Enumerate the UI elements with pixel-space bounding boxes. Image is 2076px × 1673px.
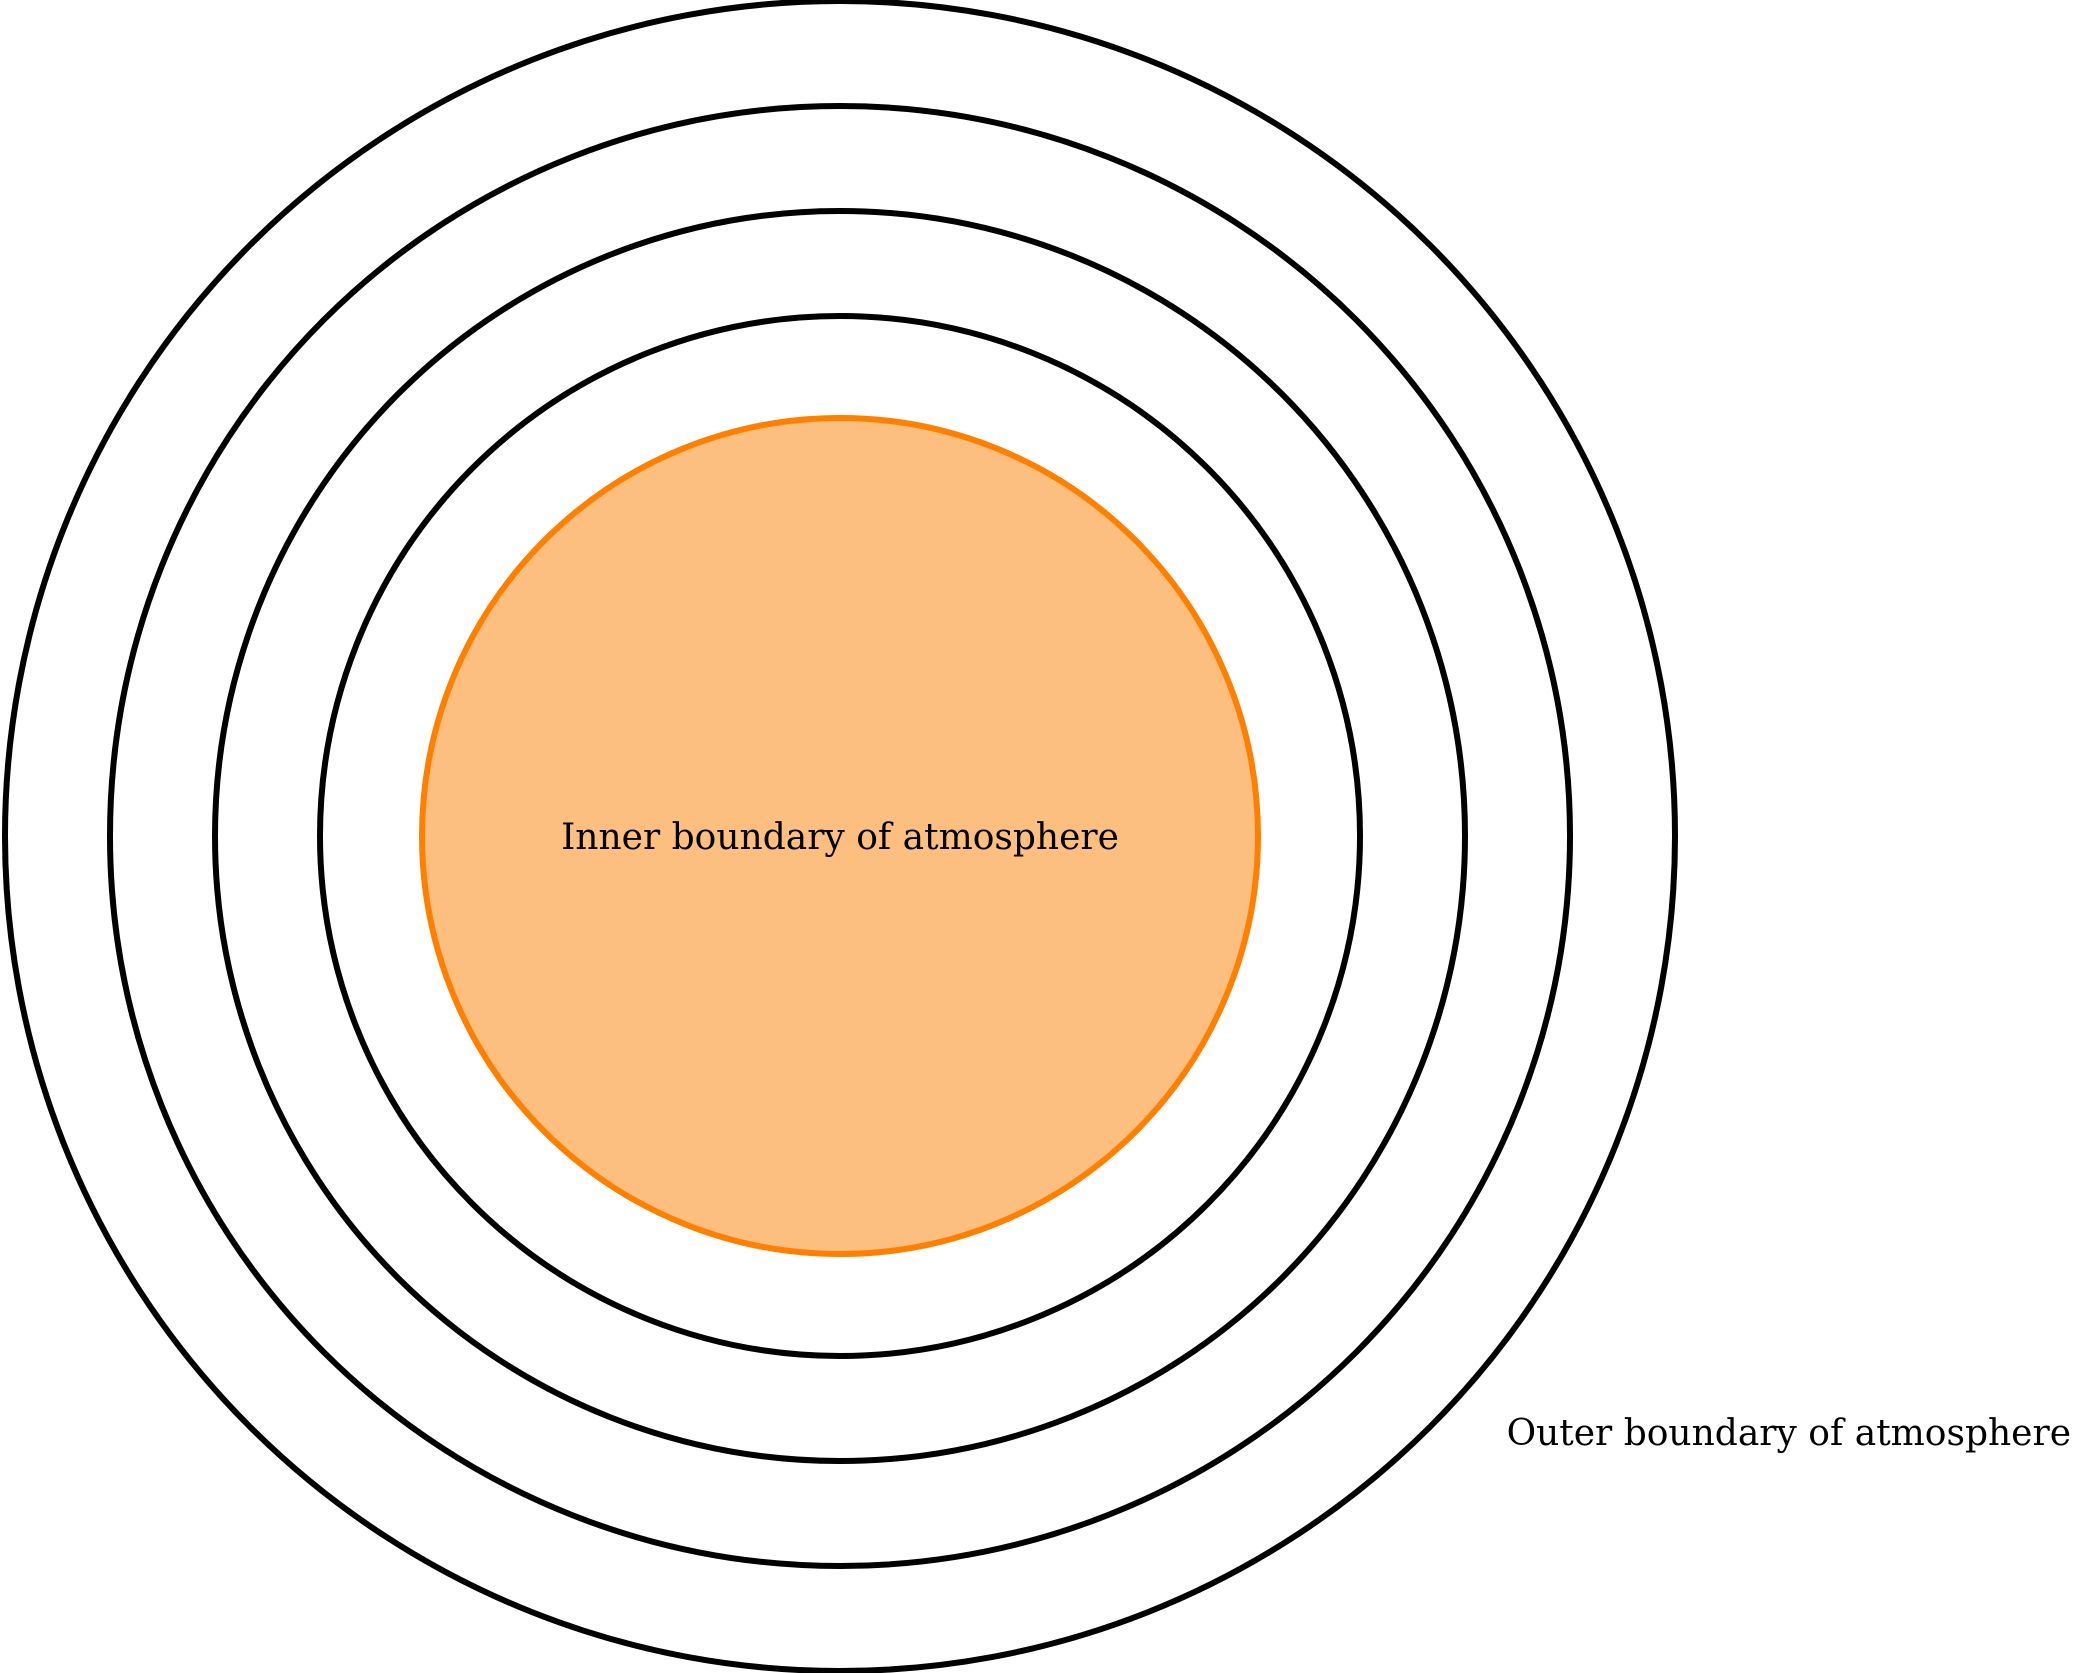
atmosphere-core-disc	[419, 415, 1261, 1257]
ring-third	[107, 103, 1573, 1569]
outer-boundary-label: Outer boundary of atmosphere	[1507, 1413, 2071, 1454]
inner-boundary-label: Inner boundary of atmosphere	[561, 817, 1119, 858]
ring-second	[212, 208, 1468, 1464]
ring-outermost	[2, 0, 1678, 1673]
ring-innermost	[317, 313, 1363, 1359]
